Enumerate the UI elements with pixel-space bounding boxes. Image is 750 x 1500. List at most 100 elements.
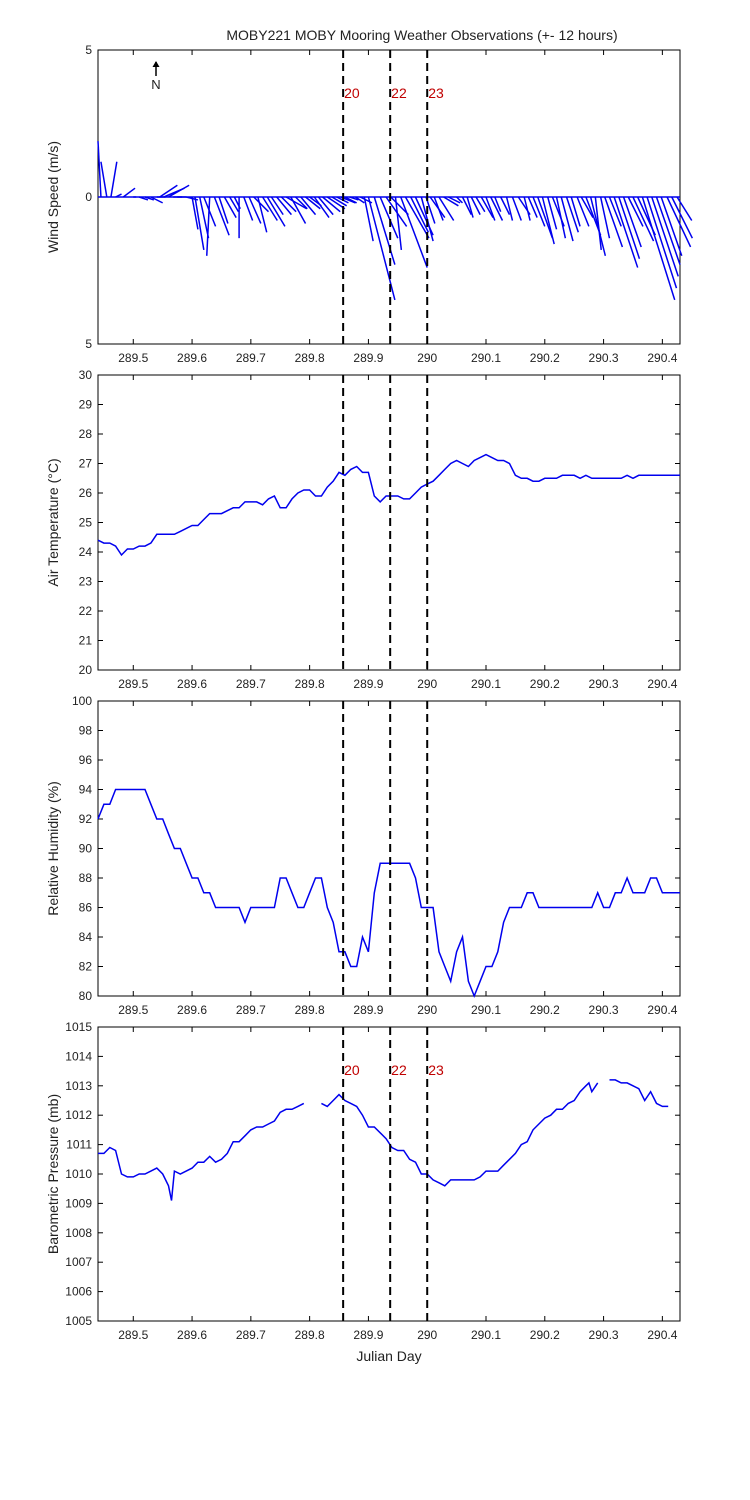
y-tick-label: 26: [79, 486, 93, 500]
wind-stick: [618, 196, 641, 259]
series-line: [98, 1102, 305, 1201]
wind-stick: [290, 196, 307, 224]
wind-stick: [570, 196, 581, 227]
wind-stick: [527, 196, 538, 218]
y-tick-label: 1008: [65, 1226, 92, 1240]
y-tick-label: 1010: [65, 1167, 92, 1181]
x-tick-label: 290.4: [647, 351, 677, 365]
wind-stick: [500, 196, 511, 215]
series-line: [97, 453, 680, 557]
wind-stick: [213, 196, 230, 236]
wind-stick: [560, 196, 574, 242]
x-tick-label: 290.2: [530, 1328, 560, 1342]
wind-stick: [198, 196, 210, 239]
wind-stick: [505, 196, 514, 221]
wind-stick: [641, 196, 676, 301]
x-tick-label: 289.5: [118, 351, 148, 365]
wind-stick: [537, 196, 554, 239]
event-label: 22: [391, 85, 407, 101]
x-tick-label: 290.3: [589, 677, 619, 691]
x-tick-label: 289.5: [118, 1328, 148, 1342]
y-tick-label: 0: [85, 190, 92, 204]
y-tick-label: 86: [79, 901, 93, 915]
wind-stick: [547, 196, 558, 230]
wind-stick: [322, 196, 341, 213]
wind-stick: [276, 196, 292, 216]
wind-stick: [485, 196, 496, 221]
y-tick-label: 88: [79, 871, 93, 885]
x-tick-label: 290.4: [647, 1003, 677, 1017]
x-tick-label: 290.3: [589, 1003, 619, 1017]
wind-stick: [100, 161, 108, 198]
x-tick-label: 289.9: [353, 351, 383, 365]
wind-stick: [326, 196, 346, 210]
wind-stick: [655, 196, 681, 265]
series-line: [609, 1079, 669, 1108]
wind-stick: [168, 184, 190, 198]
wind-stick: [379, 196, 399, 239]
wind-stick: [344, 196, 358, 204]
y-tick-label: 1011: [66, 1138, 92, 1152]
y-tick-label: 1015: [65, 1020, 92, 1034]
wind-stick: [604, 196, 624, 248]
y-tick-label: 1014: [65, 1049, 92, 1063]
series-line: [321, 1081, 599, 1187]
wind-stick: [206, 196, 211, 256]
north-label: N: [151, 77, 160, 92]
wind-stick: [608, 196, 622, 227]
y-tick-label: 98: [79, 724, 93, 738]
wind-stick: [97, 141, 102, 198]
y-tick-label: 90: [79, 842, 93, 856]
x-tick-label: 290.2: [530, 1003, 560, 1017]
x-tick-label: 289.8: [295, 1003, 325, 1017]
y-tick-label: 23: [79, 575, 93, 589]
wind-stick: [159, 184, 178, 198]
x-tick-label: 290.2: [530, 677, 560, 691]
wind-stick: [470, 196, 481, 215]
x-tick-label: 290.1: [471, 351, 501, 365]
x-tick-label: 289.6: [177, 351, 207, 365]
wind-stick: [646, 196, 678, 289]
y-tick-label: 1006: [65, 1285, 92, 1299]
x-tick-label: 290.1: [471, 1328, 501, 1342]
event-label: 23: [428, 1062, 444, 1078]
panel-2: 289.5 289.6 289.7 289.8 289.9 290 290.1 290.2 29…: [45, 694, 681, 1017]
wind-stick: [425, 196, 436, 224]
wind-stick: [280, 196, 297, 213]
wind-stick: [150, 196, 164, 204]
y-tick-label: 82: [79, 960, 93, 974]
wind-stick: [494, 196, 502, 212]
wind-stick: [218, 196, 229, 224]
wind-stick: [194, 196, 205, 251]
y-tick-label: 30: [79, 368, 93, 382]
event-label: 20: [344, 85, 360, 101]
wind-stick: [138, 196, 149, 201]
event-label: 22: [391, 1062, 407, 1078]
wind-stick: [270, 196, 284, 216]
wind-stick: [317, 196, 334, 216]
x-tick-label: 289.7: [236, 1328, 266, 1342]
wind-stick: [651, 196, 679, 277]
wind-stick: [390, 196, 409, 216]
wind-stick: [367, 196, 396, 301]
wind-stick: [261, 196, 278, 221]
wind-stick: [410, 196, 430, 233]
wind-stick: [253, 196, 270, 213]
wind-stick: [580, 196, 594, 218]
event-label: 20: [344, 1062, 360, 1078]
wind-stick: [285, 196, 308, 210]
wind-stick: [475, 196, 486, 213]
x-axis-label: Julian Day: [356, 1348, 421, 1364]
figure-title: MOBY221 MOBY Mooring Weather Observation…: [226, 27, 617, 43]
y-tick-label: 20: [79, 663, 93, 677]
x-tick-label: 289.6: [177, 677, 207, 691]
panel-3: 289.5 289.6 289.7 289.8 289.9 290 290.1 290.2 29…: [45, 1020, 681, 1364]
wind-stick: [599, 196, 611, 239]
wind-stick: [331, 196, 348, 207]
wind-stick: [294, 196, 308, 210]
wind-stick: [363, 196, 374, 242]
wind-stick: [223, 196, 237, 218]
x-tick-label: 290.3: [589, 1328, 619, 1342]
x-tick-label: 290.1: [471, 677, 501, 691]
